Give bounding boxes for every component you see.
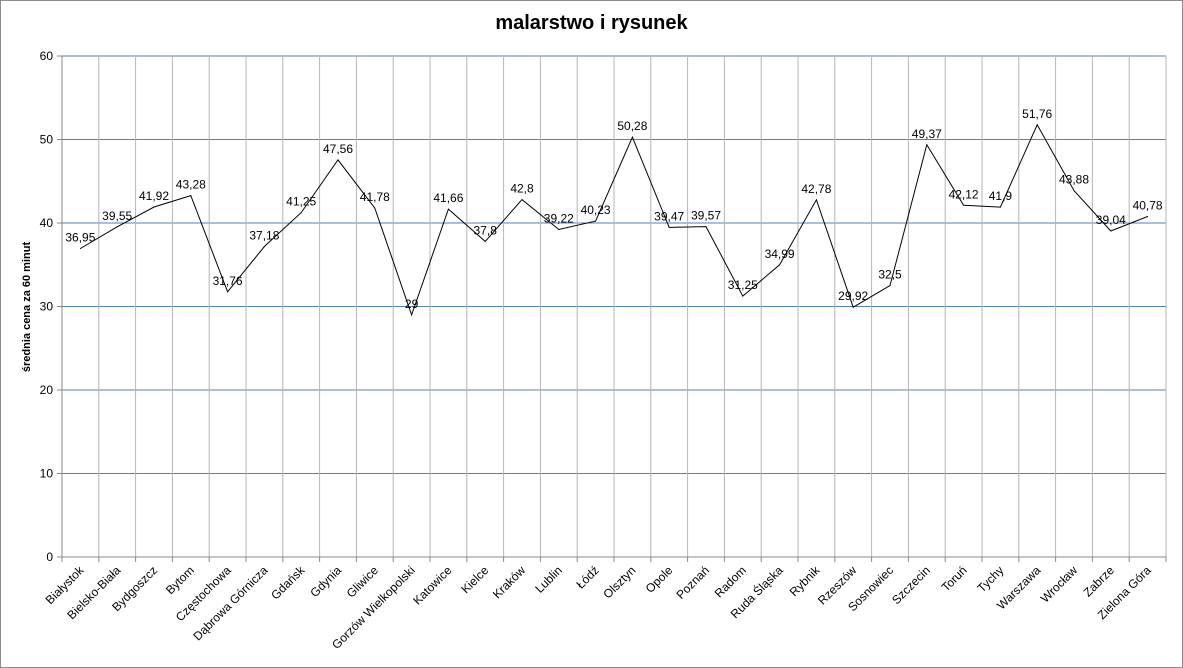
data-point [742, 295, 744, 297]
data-label: 39,22 [544, 212, 574, 226]
data-point [411, 314, 413, 316]
x-tick-label: Poznań [673, 563, 712, 602]
data-point [963, 204, 965, 206]
data-point [521, 199, 523, 201]
axes [57, 55, 1167, 562]
data-label: 37,18 [249, 229, 279, 243]
x-tick-label: Opole [643, 563, 676, 596]
x-tick-label: Szczecin [889, 563, 933, 607]
data-label: 43,88 [1059, 173, 1089, 187]
data-point [705, 226, 707, 228]
data-label: 42,8 [510, 182, 534, 196]
y-tick-label: 60 [40, 49, 54, 63]
x-tick-label: Katowice [410, 563, 455, 608]
data-labels: 36,95 39,55 41,92 43,28 31,76 37,18 41,25 47,56… [65, 107, 1163, 311]
data-point [300, 212, 302, 214]
data-point [337, 159, 339, 161]
x-tick-label: Wrocław [1038, 563, 1081, 606]
data-point [484, 240, 486, 242]
data-point [374, 207, 376, 209]
x-tick-label: Gdynia [307, 563, 344, 600]
x-tick-label: Bytom [163, 563, 197, 597]
data-label: 50,28 [617, 119, 647, 133]
data-label: 49,37 [912, 127, 942, 141]
data-point [1110, 230, 1112, 232]
x-tick-label: Lublin [532, 563, 565, 596]
data-label: 42,12 [949, 187, 979, 201]
y-tick-labels: 0 10 20 30 40 50 60 [40, 49, 54, 564]
data-label: 39,57 [691, 209, 721, 223]
data-point [815, 199, 817, 201]
data-point [595, 220, 597, 222]
data-point [1036, 124, 1038, 126]
chart-title: malarstwo i rysunek [495, 12, 688, 34]
data-point [889, 285, 891, 287]
data-label: 36,95 [65, 230, 95, 244]
data-label: 43,28 [176, 178, 206, 192]
data-label: 39,04 [1096, 213, 1126, 227]
data-label: 41,92 [139, 189, 169, 203]
data-point [631, 136, 633, 138]
y-tick-label: 0 [46, 550, 53, 564]
y-tick-label: 50 [40, 133, 54, 147]
data-label: 47,56 [323, 142, 353, 156]
data-label: 31,25 [728, 278, 758, 292]
data-label: 39,55 [102, 209, 132, 223]
x-tick-label: Tychy [974, 563, 1006, 595]
data-label: 40,78 [1133, 198, 1163, 212]
data-label: 29,92 [838, 289, 868, 303]
series-polyline [80, 123, 1148, 317]
data-point [558, 229, 560, 231]
x-tick-label: Olsztyn [600, 563, 638, 601]
data-point [668, 226, 670, 228]
data-point [153, 206, 155, 208]
y-tick-label: 10 [40, 467, 54, 481]
data-label: 29 [405, 297, 419, 311]
data-point [79, 247, 81, 249]
data-point [116, 226, 118, 228]
x-tick-label: Gdańsk [268, 563, 308, 603]
series-line [79, 123, 1149, 317]
data-point [999, 206, 1001, 208]
y-tick-label: 30 [40, 300, 54, 314]
y-tick-label: 20 [40, 383, 54, 397]
data-label: 40,23 [581, 203, 611, 217]
data-point [190, 195, 192, 197]
data-label: 41,78 [360, 190, 390, 204]
data-point [227, 291, 229, 293]
x-tick-label: Łódź [573, 563, 601, 591]
x-tick-label: Toruń [939, 563, 970, 594]
data-label: 37,8 [474, 223, 498, 237]
data-label: 41,9 [989, 189, 1013, 203]
data-point [926, 144, 928, 146]
data-label: 42,78 [801, 182, 831, 196]
data-label: 51,76 [1022, 107, 1052, 121]
data-label: 39,47 [654, 209, 684, 223]
data-label: 31,76 [213, 274, 243, 288]
data-point [779, 264, 781, 266]
data-label: 34,99 [765, 247, 795, 261]
data-point [447, 208, 449, 210]
data-label: 41,66 [433, 191, 463, 205]
x-tick-label: Kraków [490, 563, 528, 601]
data-point [852, 306, 854, 308]
data-point [263, 246, 265, 248]
y-tick-label: 40 [40, 216, 54, 230]
data-point [1147, 215, 1149, 217]
data-label: 32,5 [878, 268, 902, 282]
data-label: 41,25 [286, 195, 316, 209]
data-point [1073, 190, 1075, 192]
x-tick-label: Kielce [458, 563, 491, 596]
